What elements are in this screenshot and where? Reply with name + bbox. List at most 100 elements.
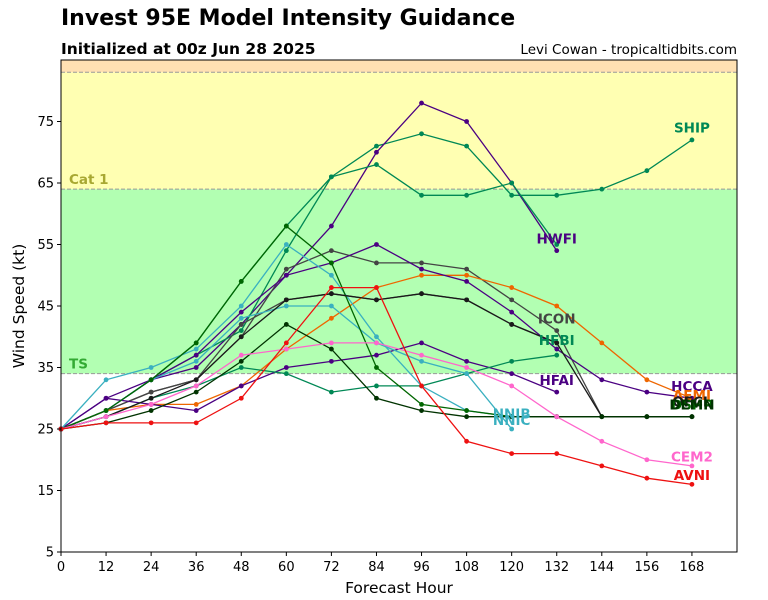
x-tick-label: 84 <box>368 560 385 575</box>
data-point-ship <box>509 192 515 198</box>
data-point-avni <box>329 285 334 290</box>
data-point-dshp <box>329 260 334 266</box>
data-point-nnic <box>329 303 334 309</box>
data-point-aemi <box>599 340 605 346</box>
band-label: Cat 1 <box>69 172 109 188</box>
y-tick-label: 75 <box>37 115 54 130</box>
data-point-unlabeled-2 <box>509 180 515 186</box>
data-point-avni <box>554 451 560 456</box>
data-point-avni <box>374 285 379 290</box>
data-point-dshp <box>148 377 154 383</box>
data-point-icon <box>509 297 515 303</box>
x-tick-label: 72 <box>323 560 340 575</box>
data-point-hwfi <box>554 248 560 254</box>
data-point-hcca <box>644 389 650 395</box>
data-point-nnib <box>103 377 109 383</box>
data-point-demn <box>329 346 334 352</box>
data-point-nnib <box>329 272 334 278</box>
data-point-cem2 <box>193 383 199 389</box>
data-point-unlabeled-2 <box>419 192 424 198</box>
data-point-cem2 <box>464 365 469 370</box>
data-point-nnib <box>148 365 154 370</box>
data-point-hfbi <box>509 358 515 364</box>
x-tick-label: 24 <box>143 560 160 575</box>
data-point-ship <box>554 192 560 198</box>
data-point-demn <box>148 408 154 413</box>
data-point-avni <box>419 383 424 389</box>
data-point-avni <box>238 395 244 401</box>
data-point-nnic <box>193 358 199 364</box>
data-point-hwfi <box>329 223 334 229</box>
y-tick-label: 15 <box>37 484 54 499</box>
chart-credit: Levi Cowan - tropicaltidbits.com <box>520 42 737 58</box>
band-cat-1 <box>61 72 737 190</box>
data-point-hcca <box>599 377 605 383</box>
data-point-avni <box>509 451 515 456</box>
x-tick-label: 168 <box>680 560 705 575</box>
y-tick-label: 55 <box>37 238 54 253</box>
data-point-cem2 <box>374 340 379 346</box>
x-tick-label: 120 <box>499 560 524 575</box>
data-point-cem2 <box>599 438 605 444</box>
series-label-hfai: HFAI <box>540 373 574 389</box>
data-point-aemi <box>193 402 199 407</box>
data-point-nnic <box>419 358 424 364</box>
data-point-hwfi <box>464 119 469 124</box>
data-point-ship <box>419 131 424 137</box>
data-point-icon <box>419 260 424 266</box>
data-point-hfbi <box>283 371 289 377</box>
data-point-demn <box>464 414 469 420</box>
data-point-hcca <box>464 279 469 284</box>
data-point-ofcl <box>193 377 199 383</box>
y-tick-label: 25 <box>37 423 54 438</box>
chart-subtitle: Initialized at 00z Jun 28 2025 <box>61 40 316 58</box>
data-point-aemi <box>329 315 334 321</box>
data-point-hfai <box>329 358 334 364</box>
data-point-avni <box>148 420 154 426</box>
data-point-hfai <box>464 358 469 364</box>
data-point-hcca <box>374 242 379 247</box>
x-tick-label: 96 <box>413 560 430 575</box>
data-point-unlabeled-2 <box>283 248 289 254</box>
data-point-hfai <box>283 365 289 370</box>
data-point-icon <box>329 248 334 254</box>
data-point-ofcl <box>464 297 469 303</box>
y-tick-label: 65 <box>37 177 54 192</box>
data-point-cem2 <box>329 340 334 346</box>
y-tick-label: 45 <box>37 300 54 315</box>
data-point-ship <box>599 186 605 192</box>
x-tick-label: 144 <box>589 560 614 575</box>
data-point-aemi <box>644 377 650 383</box>
data-point-avni <box>193 420 199 426</box>
series-line-hfai <box>60 342 557 430</box>
x-tick-label: 48 <box>233 560 250 575</box>
data-point-aemi <box>464 272 469 278</box>
data-point-cem2 <box>148 402 154 407</box>
data-point-unlabeled-2 <box>238 328 244 333</box>
data-point-cem2 <box>419 352 424 358</box>
data-point-hfai <box>103 395 109 401</box>
data-point-cem2 <box>554 414 560 420</box>
data-point-icon <box>554 328 560 333</box>
data-point-hcca <box>238 309 244 315</box>
data-point-avni <box>599 463 605 469</box>
axes: 0 12 24 36 48 60 72 84 96 108 120 132 144 156 168 5 15 25… <box>37 115 704 575</box>
series-label-hwfi: HWFI <box>537 231 577 247</box>
data-point-ofcl <box>283 297 289 303</box>
intensity-bands: TS Cat 1 <box>61 60 737 375</box>
data-point-dshp <box>238 279 244 284</box>
x-tick-label: 108 <box>454 560 479 575</box>
band-cat2 <box>61 60 737 73</box>
x-tick-label: 60 <box>278 560 295 575</box>
series-label-hfbi: HFBI <box>539 333 575 349</box>
data-point-ship <box>644 168 650 174</box>
y-tick-label: 35 <box>37 361 54 376</box>
x-tick-label: 12 <box>98 560 115 575</box>
data-point-hcca <box>283 272 289 278</box>
data-point-ofcl <box>238 334 244 340</box>
series-label-avni: AVNI <box>674 468 710 484</box>
data-point-hcca <box>419 266 424 272</box>
data-point-unlabeled-2 <box>374 162 379 167</box>
data-point-dshp <box>283 223 289 229</box>
data-point-cem2 <box>283 346 289 352</box>
